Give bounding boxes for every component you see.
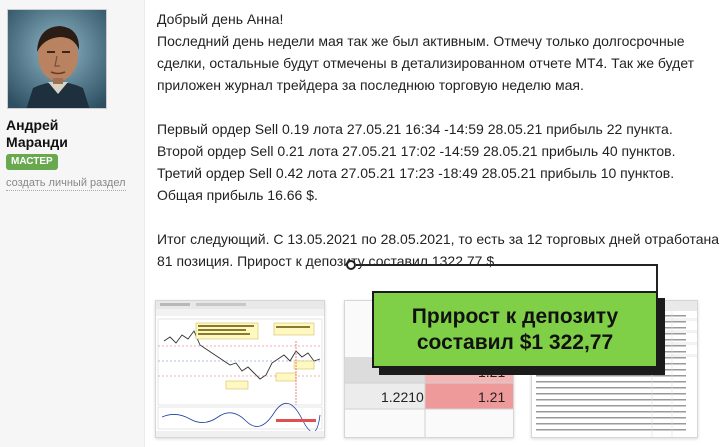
- summary-line-2: 81 позиция. Прирост к депозиту составил …: [157, 253, 499, 269]
- callout-leader-line: [356, 264, 658, 266]
- author-last-name: Маранди: [6, 134, 68, 150]
- author-name[interactable]: Андрей Маранди: [6, 117, 126, 151]
- callout-leader-drop: [656, 264, 658, 291]
- intro-line-1: Последний день недели мая так же был акт…: [157, 33, 685, 49]
- deposit-growth-callout: Прирост к депозиту составил $1 322,77: [372, 291, 658, 368]
- callout-line-1: Прирост к депозиту: [411, 304, 619, 328]
- order-3: Третий ордер Sell 0.42 лота 27.05.21 17:…: [157, 165, 675, 181]
- greeting: Добрый день Анна!: [157, 11, 284, 27]
- total-profit: Общая прибыль 16.66 $.: [157, 187, 318, 203]
- create-section-link[interactable]: создать личный раздел: [6, 177, 126, 191]
- avatar[interactable]: [7, 9, 107, 109]
- post-body: Добрый день Анна! Последний день недели …: [157, 8, 722, 272]
- chart-thumbnail[interactable]: [155, 300, 325, 438]
- quote-cell-bid: 1.2210: [381, 389, 424, 405]
- quote-cell-ask-2: 1.21: [478, 389, 506, 405]
- callout-line-2: составил $1 322,77: [416, 330, 614, 354]
- summary-line-1: Итог следующий. С 13.05.2021 по 28.05.20…: [157, 231, 720, 247]
- author-first-name: Андрей: [6, 117, 59, 133]
- order-2: Второй ордер Sell 0.21 лота 27.05.21 17:…: [157, 143, 676, 159]
- chart-thumbnail-image: [156, 301, 324, 437]
- avatar-image: [8, 10, 106, 108]
- intro-line-2: сделки, остальные будут отмечены в детал…: [157, 55, 695, 71]
- callout-pointer-dot: [346, 260, 356, 270]
- intro-line-3: приложен журнал трейдера за последнюю то…: [157, 77, 584, 93]
- author-sidebar: Андрей Маранди МАСТЕР создать личный раз…: [0, 0, 145, 447]
- quote-cell-ask: 1.21: [478, 364, 506, 380]
- order-1: Первый ордер Sell 0.19 лота 27.05.21 16:…: [157, 121, 673, 137]
- status-badge: МАСТЕР: [6, 154, 58, 170]
